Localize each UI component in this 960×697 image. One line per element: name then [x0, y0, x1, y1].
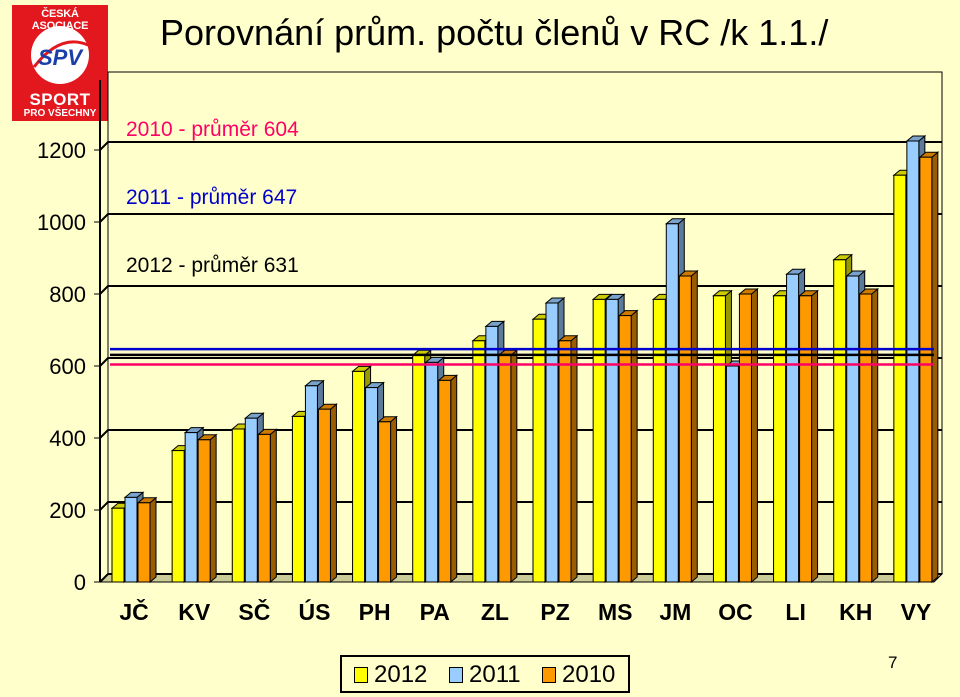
bar-2010-PH: [378, 421, 392, 583]
bar-2011-PZ: [545, 302, 559, 583]
x-tick-label: SČ: [238, 598, 270, 625]
bar-2011-LI: [786, 273, 800, 583]
bar-2012-PZ: [532, 318, 546, 583]
x-tick-label: KV: [178, 599, 211, 625]
bar-2011-JČ: [124, 496, 138, 583]
bar-2011-KH: [846, 275, 860, 583]
svg-text:SPV: SPV: [38, 45, 84, 70]
y-tick-label: 1200: [37, 138, 86, 163]
average-annotation: 2011 - průměr 647: [126, 186, 297, 209]
bar-2011-ZL: [485, 325, 499, 583]
x-tick-label: ÚS: [299, 598, 331, 625]
bar-2010-JČ: [137, 502, 151, 583]
bar-2012-JM: [652, 298, 666, 583]
bar-2011-KV: [184, 432, 198, 583]
bar-2011-MS: [605, 298, 619, 583]
bar-2010-VY: [919, 156, 933, 583]
bar-2010-MS: [618, 315, 632, 583]
legend-swatch-2011: [449, 667, 463, 683]
logo-pro-vsechny-text: PRO VŠECHNY: [23, 108, 97, 119]
legend-swatch-2012: [354, 667, 368, 683]
bar-side-2010-JM: [690, 269, 698, 584]
x-tick-label: KH: [839, 599, 872, 625]
average-annotation: 2010 - průměr 604: [126, 118, 299, 141]
x-tick-label: PH: [359, 599, 391, 625]
bar-side-2010-PH: [390, 415, 398, 584]
bar-2011-JM: [665, 223, 679, 583]
bar-2010-PA: [438, 379, 452, 583]
y-tick-label: 600: [49, 354, 86, 379]
bar-2011-OC: [725, 365, 739, 583]
bar-2011-SČ: [244, 417, 258, 583]
bar-2012-OC: [712, 295, 726, 583]
bar-2012-ÚS: [291, 415, 305, 583]
x-tick-label: LI: [785, 599, 805, 625]
x-tick-label: PZ: [540, 599, 569, 625]
x-tick-label: OC: [718, 599, 753, 625]
bar-2010-OC: [738, 293, 752, 583]
bar-2010-LI: [799, 295, 813, 583]
bar-2010-SČ: [257, 433, 271, 583]
bar-2012-LI: [773, 295, 787, 583]
bar-side-2010-VY: [931, 151, 939, 584]
bar-2012-ZL: [472, 340, 486, 583]
legend-label-2012: 2012: [374, 661, 428, 688]
bar-2011-PH: [365, 387, 379, 583]
bar-2011-PA: [425, 361, 439, 583]
bar-side-2010-OC: [750, 287, 758, 584]
y-tick-label: 800: [49, 282, 86, 307]
bar-side-2010-KH: [871, 287, 879, 584]
bar-2012-SČ: [231, 428, 245, 583]
x-tick-label: JM: [659, 599, 691, 625]
legend-label-2010: 2010: [562, 661, 616, 688]
bar-2011-ÚS: [304, 385, 318, 583]
bar-side-2010-ÚS: [329, 403, 337, 584]
bar-2010-KV: [197, 439, 211, 583]
bar-side-2010-ZL: [510, 349, 518, 584]
logo-top-text: ČESKÁ ASOCIACE: [32, 8, 89, 32]
y-tick-label: 400: [49, 426, 86, 451]
bar-2011-VY: [906, 140, 920, 583]
bar-2012-VY: [893, 174, 907, 583]
x-tick-label: PA: [420, 599, 450, 625]
bar-2012-KH: [833, 259, 847, 583]
page-number: 7: [888, 653, 898, 672]
page-title: Porovnání prům. počtu členů v RC /k 1.1.…: [160, 12, 829, 53]
bar-side-2010-MS: [630, 309, 638, 584]
legend-label-2011: 2011: [469, 661, 521, 688]
bar-side-2010-LI: [811, 289, 819, 584]
bar-side-2010-PA: [450, 374, 458, 584]
bar-2010-KH: [859, 293, 873, 583]
bar-side-2010-KV: [209, 433, 217, 584]
bar-side-2010-SČ: [269, 428, 277, 584]
bar-2012-PH: [352, 370, 366, 583]
y-tick-label: 1000: [37, 210, 86, 235]
bar-2012-MS: [592, 298, 606, 583]
chart-legend: 2012 2011 2010: [340, 655, 630, 693]
logo-sport-text: SPORT: [29, 90, 91, 109]
bar-2010-PZ: [558, 340, 572, 583]
logo: ČESKÁ ASOCIACE SPV SPORT PRO VŠECHNY: [12, 5, 108, 121]
bar-side-2010-JČ: [149, 496, 157, 584]
average-annotation: 2012 - průměr 631: [126, 254, 299, 277]
x-tick-label: JČ: [119, 598, 148, 625]
spv-emblem-icon: SPV: [31, 26, 89, 84]
bar-2012-PA: [412, 354, 426, 583]
x-tick-label: VY: [901, 599, 932, 625]
bar-2012-KV: [171, 450, 185, 583]
bar-2012-JČ: [111, 507, 125, 583]
bar-2010-JM: [678, 275, 692, 583]
y-tick-label: 0: [74, 570, 86, 595]
y-tick-label: 200: [49, 498, 86, 523]
bar-side-2010-PZ: [570, 334, 578, 584]
x-tick-label: ZL: [481, 599, 509, 625]
bar-2010-ÚS: [317, 408, 331, 583]
legend-swatch-2010: [542, 667, 556, 683]
x-tick-label: MS: [598, 599, 633, 625]
bar-2010-ZL: [498, 354, 512, 583]
